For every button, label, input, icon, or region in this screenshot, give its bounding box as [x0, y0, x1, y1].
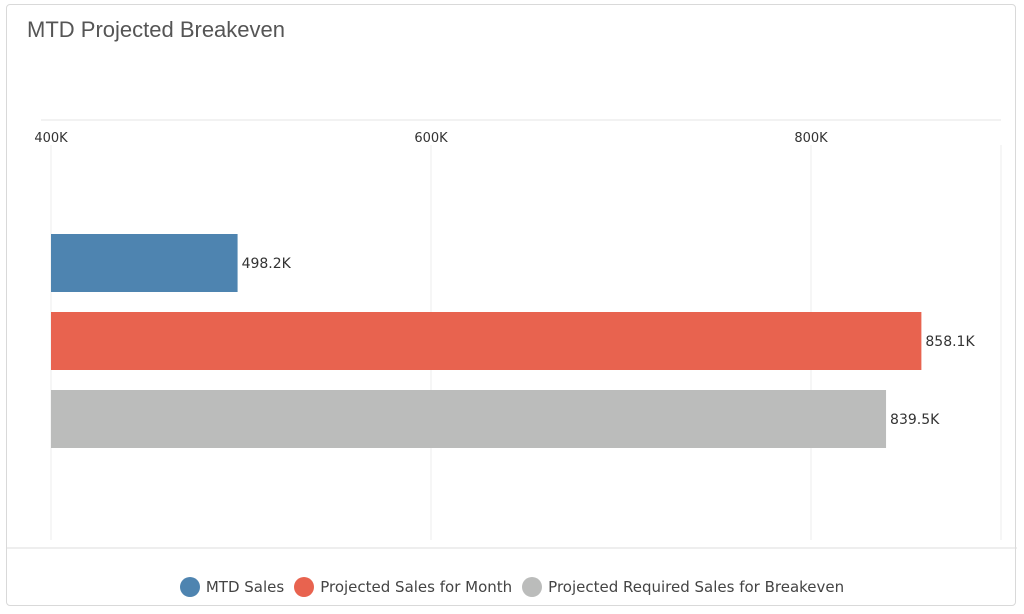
legend-swatch: [179, 577, 200, 597]
x-tick-label: 600K: [414, 131, 448, 146]
chart-title: MTD Projected Breakeven: [27, 17, 285, 42]
bar-chart: 400K 600K 800K 498.2K 858.1K 839.5K: [7, 119, 1017, 549]
legend-item[interactable]: MTD Sales: [179, 577, 285, 597]
legend-item[interactable]: Projected Sales for Month: [294, 577, 512, 597]
bar: [51, 390, 887, 448]
legend-label: MTD Sales: [205, 578, 285, 596]
data-label: 498.2K: [242, 256, 292, 272]
bar: [51, 312, 922, 370]
x-tick-label: 800K: [794, 131, 828, 146]
legend-swatch: [294, 577, 315, 597]
data-label: 858.1K: [925, 334, 975, 350]
bar: [51, 234, 238, 292]
legend-swatch: [522, 577, 543, 597]
legend-label: Projected Sales for Month: [320, 578, 513, 596]
chart-legend: MTD Sales Projected Sales for Month Projec…: [7, 577, 1017, 597]
chart-card: MTD Projected Breakeven 400K 600K 800K 498…: [6, 4, 1017, 606]
x-tick-label: 400K: [34, 131, 68, 146]
legend-label: Projected Required Sales for Breakeven: [548, 578, 845, 596]
legend-item[interactable]: Projected Required Sales for Breakeven: [522, 577, 844, 597]
data-label: 839.5K: [890, 412, 940, 428]
